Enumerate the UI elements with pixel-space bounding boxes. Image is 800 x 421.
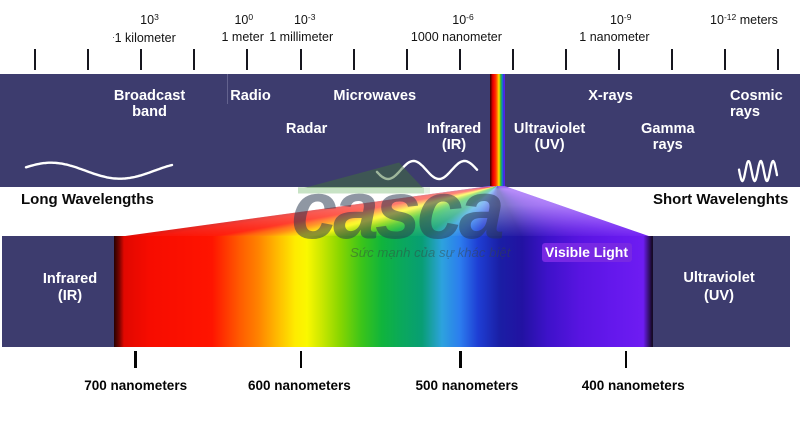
svg-text:Sức mạnh của sự khác biệt: Sức mạnh của sự khác biệt [350, 245, 512, 260]
svg-text:casca: casca [291, 164, 503, 256]
